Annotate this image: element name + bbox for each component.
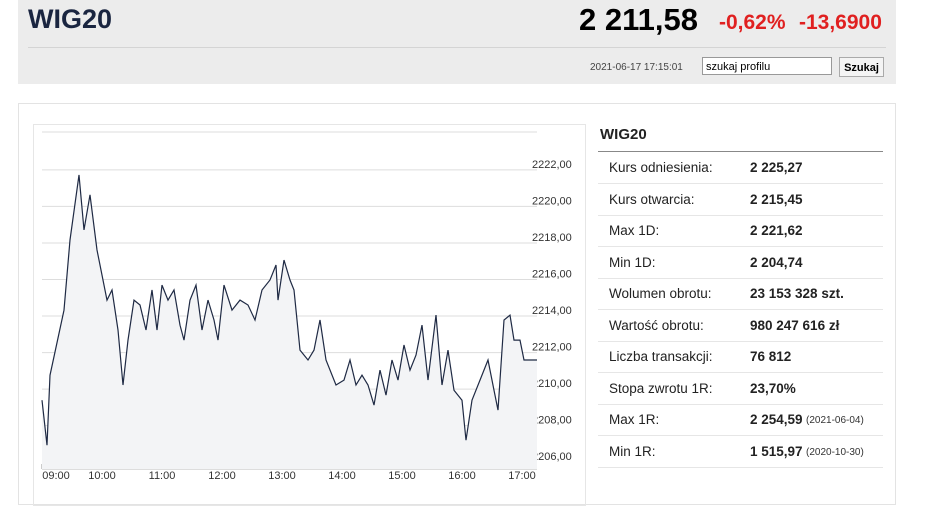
timestamp: 2021-06-17 17:15:01	[590, 62, 683, 73]
stats-label: Kurs odniesienia:	[609, 160, 713, 175]
y-tick-label: 2220,00	[532, 195, 572, 207]
stats-value: 2 204,74	[750, 254, 803, 270]
stats-title: WIG20	[600, 126, 647, 143]
stats-label: Min 1D:	[609, 254, 656, 270]
y-tick-label: 2222,00	[532, 159, 572, 171]
stats-row: Wartość obrotu: 980 247 616 zł	[598, 310, 883, 342]
y-tick-label: 2214,00	[532, 305, 572, 317]
stats-label: Liczba transakcji:	[609, 349, 713, 364]
stats-date: (2020-10-30)	[806, 446, 864, 458]
stats-row: Liczba transakcji: 76 812	[598, 341, 883, 373]
stats-value: 76 812	[750, 349, 792, 364]
stats-value: 2 215,45	[750, 191, 803, 207]
x-tick-label: 17:00	[508, 470, 536, 482]
stats-label: Min 1R:	[609, 443, 656, 459]
change-pct: -0,62%	[719, 11, 786, 34]
stats-value: 23,70%	[750, 380, 796, 396]
y-tick-label: 2206,00	[532, 451, 572, 463]
stats-value: 1 515,97	[750, 443, 803, 459]
stats-label: Wartość obrotu:	[609, 317, 704, 333]
change-abs: -13,6900	[799, 11, 882, 34]
x-tick-label: 13:00	[268, 470, 296, 482]
chart: 2206,00 2208,00 2210,00 2212,00 2214,00 2216,…	[41, 131, 572, 482]
x-tick-label: 15:00	[388, 470, 416, 482]
stats-value: 2 254,59	[750, 412, 803, 427]
stats-row: Min 1R: 1 515,97 (2020-10-30)	[598, 436, 883, 468]
stats-rule	[598, 151, 883, 152]
stats-row: Min 1D: 2 204,74	[598, 247, 883, 279]
stats-value: 23 153 328 szt.	[750, 286, 844, 301]
x-tick-label: 11:00	[149, 470, 176, 482]
area	[42, 174, 537, 469]
search-input[interactable]: szukaj profilu	[702, 57, 832, 75]
x-tick-label: 10:00	[88, 470, 116, 482]
stats-label: Max 1R:	[609, 412, 660, 427]
search-button[interactable]: Szukaj	[839, 57, 884, 77]
x-tick-label: 16:00	[448, 470, 476, 482]
stats-row: Stopa zwrotu 1R: 23,70%	[598, 373, 883, 405]
stats-date: (2021-06-04)	[806, 415, 864, 426]
stats-label: Kurs otwarcia:	[609, 191, 695, 207]
stats-value: 980 247 616 zł	[750, 317, 840, 333]
y-tick-label: 2212,00	[532, 341, 572, 353]
stats-row: Max 1R: 2 254,59 (2021-06-04)	[598, 404, 883, 436]
separator	[28, 47, 886, 48]
y-tick-label: 2208,00	[532, 415, 572, 427]
stats-row: Max 1D: 2 221,62	[598, 215, 883, 247]
stats-row: Wolumen obrotu: 23 153 328 szt.	[598, 278, 883, 310]
price: 2 211,58	[579, 2, 698, 37]
page: WIG20 2 211,58 -0,62% -13,6900 2021-06-1…	[18, 0, 896, 506]
x-tick-label: 09:00	[42, 470, 70, 482]
x-tick-label: 12:00	[208, 470, 236, 482]
stats-value: 2 225,27	[750, 160, 803, 175]
y-tick-label: 2218,00	[532, 232, 572, 244]
stats-value: 2 221,62	[750, 223, 803, 238]
title: WIG20	[28, 4, 113, 34]
x-tick-label: 14:00	[328, 470, 356, 482]
stats-row: Kurs otwarcia: 2 215,45	[598, 184, 883, 216]
stats-label: Wolumen obrotu:	[609, 286, 712, 301]
stats-row: Kurs odniesienia: 2 225,27	[598, 152, 883, 184]
line	[41, 174, 537, 446]
stats-label: Stopa zwrotu 1R:	[609, 380, 713, 396]
stats-label: Max 1D:	[609, 223, 660, 238]
y-tick-label: 2210,00	[532, 378, 572, 390]
y-tick-label: 2216,00	[532, 268, 572, 280]
